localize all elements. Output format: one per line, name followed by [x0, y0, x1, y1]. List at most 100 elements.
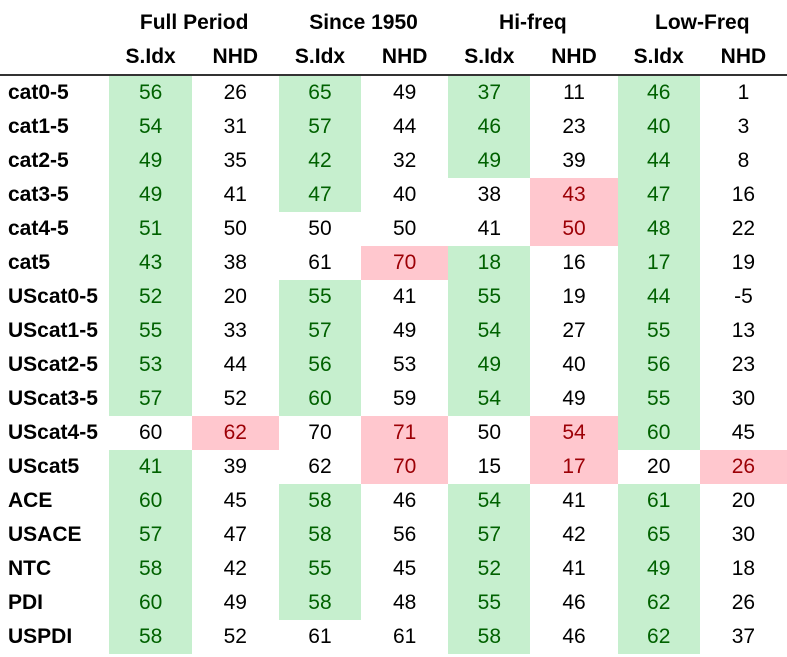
nhd-cell: 42 [223, 557, 247, 580]
row-label: NTC [8, 557, 52, 580]
sidx-cell: 57 [448, 518, 531, 552]
sidx-cell: 18 [448, 246, 531, 280]
sidx-cell: 55 [278, 552, 362, 586]
nhd-cell: 31 [223, 115, 247, 138]
sidx-cell: 58 [278, 586, 362, 620]
table-row: cat5 43 38 61 70 18 16 17 19 [0, 246, 787, 280]
sidx-cell: 49 [109, 144, 192, 178]
subheader-nhd: NHD [551, 45, 597, 68]
sidx-cell: 20 [647, 455, 671, 478]
nhd-cell: 39 [562, 149, 586, 172]
nhd-cell: 20 [223, 285, 247, 308]
row-label: UScat1-5 [8, 319, 98, 342]
sidx-cell: 52 [109, 280, 192, 314]
subheader-nhd: NHD [720, 45, 767, 68]
sidx-cell: 60 [109, 484, 192, 518]
sidx-cell: 58 [448, 620, 531, 654]
nhd-cell: 35 [223, 149, 247, 172]
sidx-cell: 58 [109, 620, 192, 654]
table-row: UScat4-5 60 62 70 71 50 54 60 45 [0, 416, 787, 450]
nhd-cell: 52 [223, 387, 247, 410]
nhd-cell: 41 [392, 285, 417, 308]
sidx-cell: 55 [617, 314, 700, 348]
nhd-cell: 45 [392, 557, 417, 580]
sidx-cell: 57 [278, 314, 362, 348]
sidx-cell: 58 [109, 552, 192, 586]
nhd-cell: 42 [562, 523, 586, 546]
sidx-cell: 55 [109, 314, 192, 348]
nhd-cell: 40 [392, 183, 417, 206]
table-row: UScat3-5 57 52 60 59 54 49 55 30 [0, 382, 787, 416]
row-label: USACE [8, 523, 82, 546]
table-row: PDI 60 49 58 48 55 46 62 26 [0, 586, 787, 620]
nhd-cell: 19 [562, 285, 586, 308]
sidx-cell: 55 [278, 280, 362, 314]
sidx-cell: 55 [448, 280, 531, 314]
nhd-cell: 18 [731, 557, 756, 580]
sidx-cell: 46 [617, 75, 700, 110]
table-row: cat0-5 56 26 65 49 37 11 46 1 [0, 75, 787, 110]
sidx-cell: 55 [448, 586, 531, 620]
row-label: UScat5 [8, 455, 80, 478]
nhd-cell: 38 [223, 251, 247, 274]
table-row: UScat1-5 55 33 57 49 54 27 55 13 [0, 314, 787, 348]
row-label: PDI [8, 591, 44, 614]
sidx-cell: 49 [617, 552, 700, 586]
nhd-cell: 11 [563, 81, 585, 104]
nhd-cell: -5 [734, 285, 753, 308]
sidx-cell: 58 [278, 484, 362, 518]
sidx-cell: 52 [448, 552, 531, 586]
nhd-cell: 50 [530, 212, 618, 246]
nhd-cell: 49 [392, 81, 417, 104]
sidx-cell: 42 [278, 144, 362, 178]
table-row: cat3-5 49 41 47 40 38 43 47 16 [0, 178, 787, 212]
nhd-cell: 46 [392, 489, 417, 512]
nhd-cell: 37 [731, 625, 756, 648]
nhd-cell: 41 [223, 183, 247, 206]
row-label: UScat4-5 [8, 421, 98, 444]
sidx-cell: 49 [448, 144, 531, 178]
table-row: NTC 58 42 55 45 52 41 49 18 [0, 552, 787, 586]
row-label: cat0-5 [8, 81, 69, 104]
nhd-cell: 19 [731, 251, 756, 274]
subheader-nhd: NHD [212, 45, 259, 68]
nhd-cell: 46 [562, 591, 586, 614]
group-header: Since 1950 [309, 11, 418, 34]
nhd-cell: 45 [223, 489, 247, 512]
nhd-cell: 26 [731, 591, 756, 614]
row-label: cat2-5 [8, 149, 69, 172]
nhd-cell: 30 [731, 523, 756, 546]
table-row: cat2-5 49 35 42 32 49 39 44 8 [0, 144, 787, 178]
sidx-cell: 70 [308, 421, 332, 444]
nhd-cell: 23 [562, 115, 586, 138]
sidx-cell: 37 [448, 75, 531, 110]
nhd-cell: 54 [530, 416, 618, 450]
sidx-cell: 56 [278, 348, 362, 382]
group-header: Low-Freq [655, 11, 750, 34]
table-row: UScat2-5 53 44 56 53 49 40 56 23 [0, 348, 787, 382]
sidx-cell: 51 [109, 212, 192, 246]
sidx-cell: 57 [278, 110, 362, 144]
row-label: cat3-5 [8, 183, 69, 206]
nhd-cell: 61 [392, 625, 417, 648]
sidx-cell: 48 [617, 212, 700, 246]
sidx-cell: 62 [308, 455, 332, 478]
sidx-cell: 65 [278, 75, 362, 110]
nhd-cell: 48 [392, 591, 417, 614]
nhd-cell: 16 [562, 251, 586, 274]
row-label: ACE [8, 489, 53, 512]
sidx-cell: 38 [477, 183, 502, 206]
nhd-cell: 23 [731, 353, 756, 376]
nhd-cell: 32 [392, 149, 417, 172]
sidx-cell: 65 [617, 518, 700, 552]
subheader-sidx: S.Idx [125, 45, 176, 68]
nhd-cell: 45 [731, 421, 756, 444]
sidx-cell: 47 [278, 178, 362, 212]
row-label: UScat2-5 [8, 353, 98, 376]
sidx-cell: 50 [477, 421, 502, 444]
table-row: USPDI 58 52 61 61 58 46 62 37 [0, 620, 787, 654]
sidx-cell: 17 [617, 246, 700, 280]
sidx-cell: 60 [138, 421, 163, 444]
sidx-cell: 58 [278, 518, 362, 552]
